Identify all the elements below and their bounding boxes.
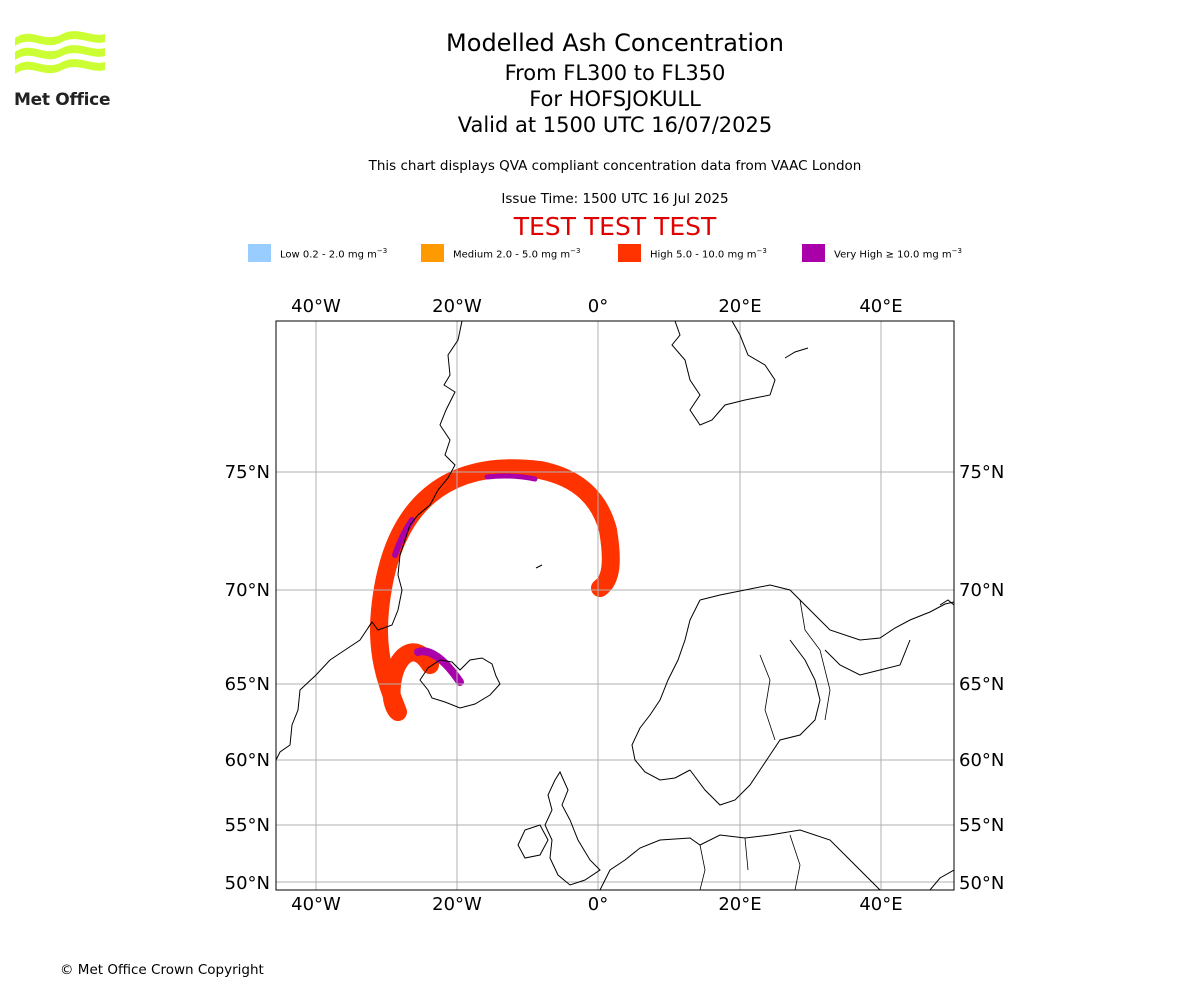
legend-swatch-low	[248, 244, 271, 262]
svalbard-islet	[784, 347, 809, 359]
legend-label-high: High 5.0 - 10.0 mg m−3	[650, 247, 767, 261]
border-sweden-finland	[799, 599, 831, 721]
right-lat-ticks: 75°N 70°N 65°N 60°N 55°N 50°N	[959, 462, 1004, 894]
volcano-title: For HOFSJOKULL	[529, 87, 701, 111]
top-tick-20e: 20°E	[718, 296, 761, 317]
valid-time-title: Valid at 1500 UTC 16/07/2025	[457, 113, 773, 137]
right-tick-60n: 60°N	[959, 750, 1004, 771]
test-banner: TEST TEST TEST	[513, 212, 717, 241]
greenland-coast	[367, 321, 463, 631]
right-tick-65n: 65°N	[959, 674, 1004, 695]
coastlines	[276, 321, 954, 890]
bottom-tick-20e: 20°E	[718, 894, 761, 915]
copyright: © Met Office Crown Copyright	[60, 962, 264, 978]
flight-level-title: From FL300 to FL350	[504, 61, 726, 85]
right-tick-50n: 50°N	[959, 873, 1004, 894]
great-britain-coast	[544, 770, 601, 886]
top-tick-40w: 40°W	[291, 296, 341, 317]
legend-label-low: Low 0.2 - 2.0 mg m−3	[280, 247, 388, 261]
map-frame	[275, 320, 955, 891]
left-lat-ticks: 75°N 70°N 65°N 60°N 55°N 50°N	[225, 462, 270, 894]
bottom-tick-0: 0°	[588, 894, 608, 915]
top-lon-ticks: 40°W 20°W 0° 20°E 40°E	[291, 296, 902, 317]
top-tick-20w: 20°W	[432, 296, 482, 317]
graticule	[276, 321, 954, 890]
ireland-coast	[517, 824, 549, 859]
bottom-tick-40w: 40°W	[291, 894, 341, 915]
legend: Low 0.2 - 2.0 mg m−3 Medium 2.0 - 5.0 mg…	[0, 244, 1200, 264]
left-tick-75n: 75°N	[225, 462, 270, 483]
greenland-south-coast	[276, 621, 373, 761]
subtitle: This chart displays QVA compliant concen…	[368, 158, 862, 174]
right-tick-70n: 70°N	[959, 580, 1004, 601]
norway-west-coast	[631, 599, 701, 781]
border-central-europe	[699, 834, 801, 890]
legend-label-very-high: Very High ≥ 10.0 mg m−3	[834, 247, 962, 261]
issue-time: Issue Time: 1500 UTC 16 Jul 2025	[501, 191, 729, 207]
kola-coast	[939, 599, 954, 606]
europe-north-coast	[599, 829, 881, 890]
ash-high-layer	[370, 459, 620, 721]
main-title: Modelled Ash Concentration	[446, 29, 784, 57]
ash-very-high-patch-1	[392, 517, 415, 558]
ash-very-high-patch-3	[414, 647, 464, 686]
legend-swatch-medium	[421, 244, 444, 262]
right-tick-75n: 75°N	[959, 462, 1004, 483]
chart-titles: Modelled Ash Concentration From FL300 to…	[300, 28, 930, 138]
ash-plume	[379, 468, 690, 712]
logo-text: Met Office	[14, 90, 111, 110]
border-norway-sweden	[759, 654, 776, 741]
bottom-tick-20w: 20°W	[432, 894, 482, 915]
left-tick-50n: 50°N	[225, 873, 270, 894]
ash-very-high-patch-2	[484, 473, 538, 482]
top-tick-0: 0°	[588, 296, 608, 317]
legend-swatch-very-high	[802, 244, 825, 262]
svalbard-coast	[671, 321, 776, 426]
norway-north-coast	[699, 584, 954, 641]
left-tick-60n: 60°N	[225, 750, 270, 771]
right-tick-55n: 55°N	[959, 815, 1004, 836]
bottom-tick-40e: 40°E	[859, 894, 902, 915]
black-sea-coast	[929, 869, 954, 890]
sweden-coast	[689, 639, 821, 806]
legend-swatch-high	[618, 244, 641, 262]
top-tick-40e: 40°E	[859, 296, 902, 317]
legend-label-medium: Medium 2.0 - 5.0 mg m−3	[453, 247, 581, 261]
met-office-logo: Met Office	[12, 28, 112, 114]
finland-coast	[824, 639, 911, 676]
bottom-lon-ticks: 40°W 20°W 0° 20°E 40°E	[291, 894, 902, 915]
left-tick-55n: 55°N	[225, 815, 270, 836]
met-office-wave-logo-icon	[15, 31, 105, 74]
left-tick-70n: 70°N	[225, 580, 270, 601]
left-tick-65n: 65°N	[225, 674, 270, 695]
iceland-coast	[419, 657, 501, 709]
jan-mayen	[535, 564, 543, 569]
